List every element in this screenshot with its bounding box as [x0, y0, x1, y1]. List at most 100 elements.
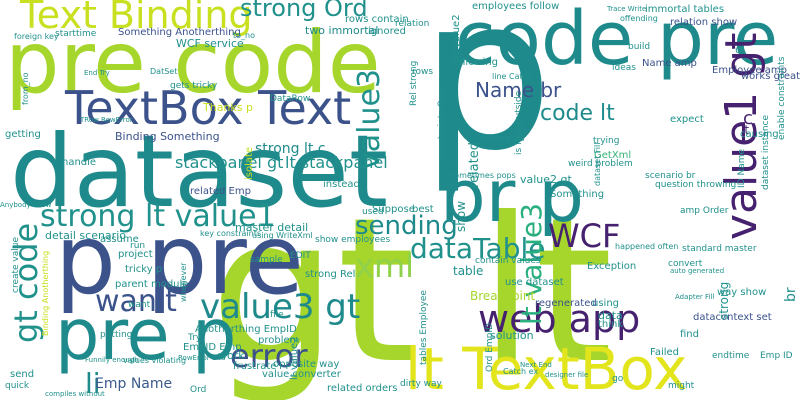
cloud-word: relation: [395, 19, 430, 29]
cloud-word: Anotherthing EmpID: [195, 324, 297, 335]
cloud-word: tricky p: [125, 264, 163, 275]
cloud-word: sample: [250, 255, 283, 265]
cloud-word: p pre: [55, 204, 304, 316]
cloud-word: error: [230, 337, 308, 375]
cloud-word: project: [118, 249, 153, 260]
cloud-word: Something: [550, 189, 605, 200]
cloud-word: dirty way: [400, 379, 442, 389]
cloud-word: related: [467, 142, 482, 188]
cloud-word: quick: [5, 381, 30, 391]
cloud-word: Breakpoint: [470, 289, 536, 303]
cloud-word: code pre: [455, 0, 779, 82]
cloud-word: regenerated: [535, 298, 597, 309]
cloud-word: p: [420, 0, 554, 197]
cloud-word: relation show: [670, 17, 738, 28]
cloud-word: build: [628, 42, 651, 52]
cloud-word: run: [130, 241, 146, 251]
cloud-word: gets tricky: [170, 81, 218, 91]
cloud-word: immortal tables: [645, 4, 725, 15]
cloud-word: getting: [5, 129, 41, 140]
cloud-word: table: [453, 264, 484, 278]
cloud-word: designer file: [545, 371, 589, 379]
cloud-word: Anybody know: [0, 201, 52, 209]
cloud-word: Catch ex: [503, 367, 539, 376]
cloud-word: show: [454, 200, 468, 232]
cloud-word: wan't: [95, 284, 177, 319]
cloud-word: WCF: [548, 217, 621, 255]
cloud-word: find: [680, 329, 699, 340]
cloud-word: lt stackpanel: [285, 153, 388, 172]
cloud-word: Text Binding: [20, 0, 253, 37]
cloud-word: value converter: [262, 369, 341, 380]
cloud-word: lt value2: [451, 14, 462, 58]
cloud-word: offending: [620, 14, 658, 23]
cloud-word: scenario br: [645, 171, 696, 181]
cloud-word: Rel strong: [409, 60, 419, 106]
cloud-word: ideas: [612, 63, 636, 73]
cloud-word: convert: [668, 259, 703, 269]
cloud-word: ul: [735, 45, 745, 56]
cloud-word: weird problem: [568, 159, 633, 169]
cloud-word: sometimes pops: [450, 171, 516, 180]
cloud-word: lt: [741, 123, 750, 137]
cloud-word: starttime: [55, 29, 97, 39]
cloud-word: master detail: [235, 221, 309, 234]
cloud-word: Suppose: [372, 204, 415, 215]
cloud-word: GetXml: [594, 150, 632, 161]
cloud-word: constraints: [480, 134, 525, 143]
cloud-word: want: [128, 300, 151, 310]
cloud-word: trying: [593, 136, 620, 146]
cloud-word: employees follow: [472, 1, 560, 12]
cloud-word: TextBox Text: [65, 81, 352, 135]
cloud-word: foreign key: [14, 32, 59, 41]
cloud-word: using: [592, 298, 620, 309]
cloud-word: to_no: [233, 31, 255, 40]
cloud-word: key constraints: [200, 229, 262, 238]
cloud-word: br: [783, 287, 799, 302]
cloud-word: Emp ID: [760, 351, 793, 361]
cloud-word: create value: [11, 236, 21, 293]
cloud-word: Emp Name: [95, 376, 173, 392]
cloud-word: causing: [740, 129, 779, 140]
cloud-word: value2 gt: [520, 173, 572, 186]
cloud-word: Binding Something: [115, 130, 220, 143]
cloud-word: strong lt c: [255, 141, 326, 157]
cloud-word: strong Ord: [240, 0, 368, 22]
cloud-word: problem: [258, 335, 300, 346]
cloud-word: endtime: [712, 351, 750, 361]
cloud-word: parent module: [115, 279, 189, 290]
cloud-word: dataset: [10, 113, 389, 230]
cloud-word: dataset instance: [761, 114, 771, 190]
cloud-word: work: [218, 349, 245, 362]
cloud-word: tables Employee: [419, 290, 429, 365]
cloud-word: expect: [670, 114, 704, 125]
cloud-word: from_no: [21, 72, 30, 105]
cloud-word: c: [743, 108, 753, 129]
cloud-word: putting: [100, 330, 133, 340]
cloud-word: Try: [188, 333, 202, 343]
cloud-word: Exception: [587, 261, 637, 272]
cloud-word: use dataset: [505, 277, 564, 288]
cloud-word: standard master: [682, 244, 757, 254]
cloud-word: EDIT: [290, 251, 311, 261]
cloud-word: TRow RowError: [80, 116, 133, 124]
cloud-word: best: [412, 204, 434, 215]
cloud-word: happened often: [615, 242, 679, 251]
cloud-word: handle: [62, 157, 97, 168]
cloud-word: send: [10, 369, 35, 380]
cloud-word: might: [668, 381, 695, 391]
cloud-word: rows: [412, 67, 434, 77]
cloud-word: data: [598, 309, 623, 322]
cloud-word: Thanks p: [203, 101, 253, 114]
cloud-word: Name br: [475, 78, 562, 102]
cloud-word: auto generated: [670, 267, 725, 275]
cloud-word: Failed: [650, 347, 680, 358]
cloud-word: li: [85, 367, 101, 400]
cloud-word: compiles without: [45, 390, 105, 398]
cloud-word: detail scenario: [45, 229, 126, 242]
cloud-word: Ord EmpID: [485, 323, 495, 372]
cloud-word: dataTable: [410, 232, 546, 265]
cloud-word: think: [598, 319, 624, 330]
cloud-word: dataset Fill: [593, 142, 602, 186]
cloud-word: stackpanel gt: [175, 153, 284, 172]
